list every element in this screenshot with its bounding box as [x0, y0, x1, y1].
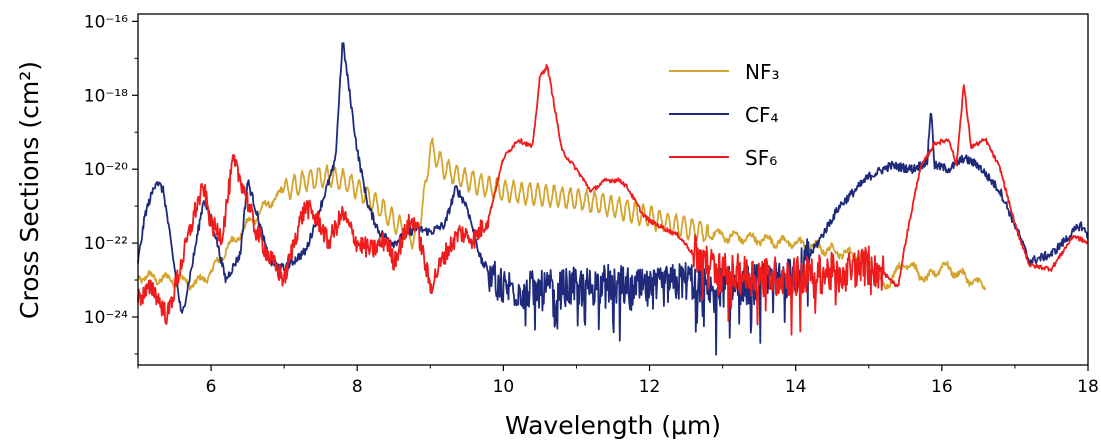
x-tick-label: 6 — [206, 377, 217, 397]
y-tick-label: 10⁻²⁰ — [84, 160, 128, 180]
series-line — [137, 64, 1089, 336]
x-tick-label: 18 — [1077, 377, 1099, 397]
series-layer — [137, 42, 1089, 356]
legend-label: NF₃ — [745, 60, 779, 84]
legend: NF₃ CF₄ SF₆ — [669, 60, 779, 170]
y-axis-title: Cross Sections (cm²) — [15, 61, 44, 319]
y-axis: 10⁻¹⁶ 10⁻¹⁸ 10⁻²⁰ 10⁻²² 10⁻²⁴ — [84, 12, 138, 355]
legend-label: SF₆ — [745, 146, 777, 170]
series-line — [137, 137, 987, 291]
legend-label: CF₄ — [745, 103, 779, 127]
x-tick-label: 10 — [493, 377, 515, 397]
x-tick-label: 14 — [785, 377, 807, 397]
x-axis-title: Wavelength (μm) — [505, 411, 721, 440]
y-tick-label: 10⁻¹⁸ — [84, 86, 128, 106]
y-tick-label: 10⁻¹⁶ — [84, 12, 128, 32]
x-tick-label: 12 — [639, 377, 661, 397]
y-tick-label: 10⁻²⁴ — [84, 308, 128, 328]
x-tick-label: 16 — [931, 377, 953, 397]
x-tick-label: 8 — [352, 377, 363, 397]
y-tick-label: 10⁻²² — [84, 234, 128, 254]
plot-frame — [137, 13, 1089, 366]
series-line — [137, 42, 1089, 356]
x-axis: 6 8 10 12 14 16 18 — [137, 365, 1099, 397]
